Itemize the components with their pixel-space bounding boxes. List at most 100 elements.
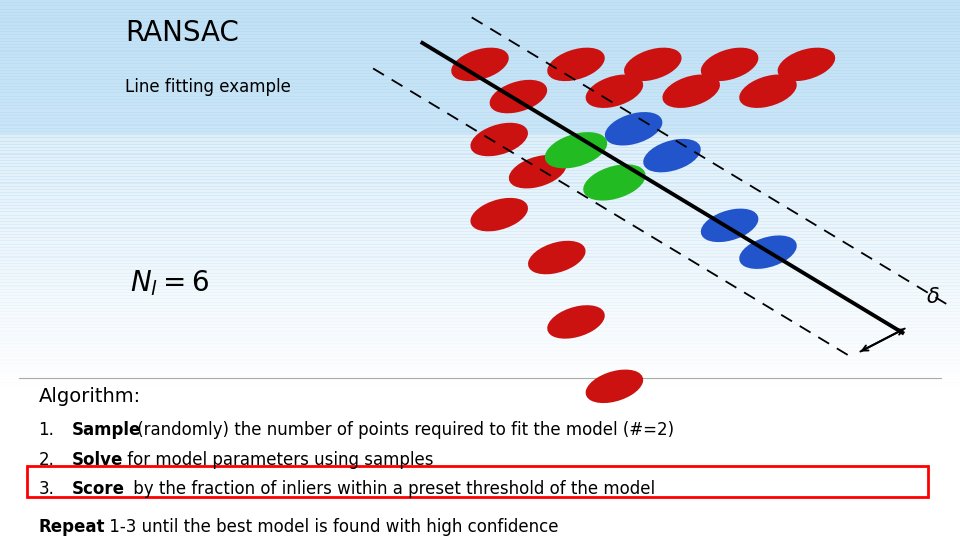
- Bar: [0, 301, 960, 306]
- Bar: [0, 305, 960, 309]
- Text: Repeat: Repeat: [38, 518, 105, 536]
- Bar: [0, 366, 960, 370]
- Bar: [0, 292, 960, 296]
- Bar: [0, 41, 960, 45]
- Bar: [0, 314, 960, 319]
- Text: 1.: 1.: [38, 421, 55, 439]
- Text: 3.: 3.: [38, 480, 55, 498]
- Bar: [0, 308, 960, 312]
- Bar: [0, 289, 960, 293]
- Bar: [0, 153, 960, 158]
- Bar: [0, 324, 960, 328]
- Bar: [0, 112, 960, 116]
- Ellipse shape: [545, 132, 607, 168]
- Bar: [0, 240, 960, 245]
- Bar: [0, 244, 960, 248]
- Bar: [0, 173, 960, 177]
- Bar: [0, 369, 960, 374]
- Bar: [0, 340, 960, 345]
- Bar: [0, 373, 960, 377]
- Bar: [0, 86, 960, 90]
- Ellipse shape: [739, 235, 797, 269]
- Bar: [0, 183, 960, 187]
- Ellipse shape: [451, 48, 509, 81]
- Text: Algorithm:: Algorithm:: [38, 387, 140, 407]
- Bar: [0, 250, 960, 254]
- Bar: [0, 28, 960, 32]
- Bar: [0, 343, 960, 348]
- Bar: [0, 227, 960, 232]
- Text: for model parameters using samples: for model parameters using samples: [122, 451, 433, 469]
- Bar: [0, 140, 960, 145]
- Bar: [0, 9, 960, 13]
- Bar: [0, 199, 960, 203]
- Bar: [0, 83, 960, 87]
- Text: Solve: Solve: [72, 451, 124, 469]
- Bar: [0, 150, 960, 154]
- Ellipse shape: [547, 305, 605, 339]
- Bar: [0, 205, 960, 210]
- Ellipse shape: [509, 155, 566, 188]
- Text: Score: Score: [72, 480, 125, 498]
- Bar: [0, 66, 960, 71]
- Ellipse shape: [586, 369, 643, 403]
- Bar: [0, 382, 960, 386]
- Bar: [0, 347, 960, 351]
- Bar: [0, 38, 960, 42]
- Bar: [0, 260, 960, 264]
- Bar: [0, 224, 960, 228]
- Bar: [0, 92, 960, 97]
- Text: by the fraction of inliers within a preset threshold of the model: by the fraction of inliers within a pres…: [128, 480, 655, 498]
- Bar: [0, 147, 960, 151]
- Bar: [0, 2, 960, 6]
- Bar: [0, 298, 960, 302]
- Bar: [0, 256, 960, 261]
- Bar: [0, 144, 960, 148]
- Bar: [0, 214, 960, 219]
- Text: Sample: Sample: [72, 421, 141, 439]
- Bar: [0, 76, 960, 80]
- Text: $\delta$: $\delta$: [926, 287, 940, 307]
- Text: RANSAC: RANSAC: [125, 19, 239, 47]
- Bar: [0, 218, 960, 222]
- Bar: [0, 353, 960, 357]
- Bar: [0, 50, 960, 55]
- Bar: [0, 105, 960, 110]
- Bar: [0, 89, 960, 93]
- Bar: [0, 53, 960, 58]
- Bar: [0, 189, 960, 193]
- Bar: [0, 202, 960, 206]
- Bar: [0, 157, 960, 161]
- Bar: [0, 269, 960, 274]
- Ellipse shape: [528, 241, 586, 274]
- Bar: [0, 234, 960, 238]
- Bar: [0, 0, 960, 134]
- Bar: [0, 118, 960, 123]
- Bar: [0, 363, 960, 367]
- Bar: [0, 337, 960, 341]
- Bar: [0, 350, 960, 354]
- Bar: [0, 127, 960, 132]
- Bar: [0, 186, 960, 190]
- Ellipse shape: [586, 75, 643, 108]
- Bar: [0, 356, 960, 361]
- Bar: [0, 166, 960, 171]
- Ellipse shape: [643, 139, 701, 172]
- Bar: [0, 35, 960, 39]
- Bar: [0, 295, 960, 299]
- Bar: [0, 170, 960, 174]
- Bar: [0, 211, 960, 215]
- Bar: [0, 273, 960, 277]
- Ellipse shape: [739, 75, 797, 108]
- Bar: [0, 134, 960, 138]
- Bar: [0, 15, 960, 19]
- Bar: [0, 221, 960, 225]
- Bar: [0, 376, 960, 380]
- Bar: [0, 330, 960, 335]
- Ellipse shape: [547, 48, 605, 81]
- Ellipse shape: [701, 208, 758, 242]
- Bar: [0, 25, 960, 29]
- Bar: [0, 276, 960, 280]
- Bar: [0, 360, 960, 364]
- Bar: [0, 318, 960, 322]
